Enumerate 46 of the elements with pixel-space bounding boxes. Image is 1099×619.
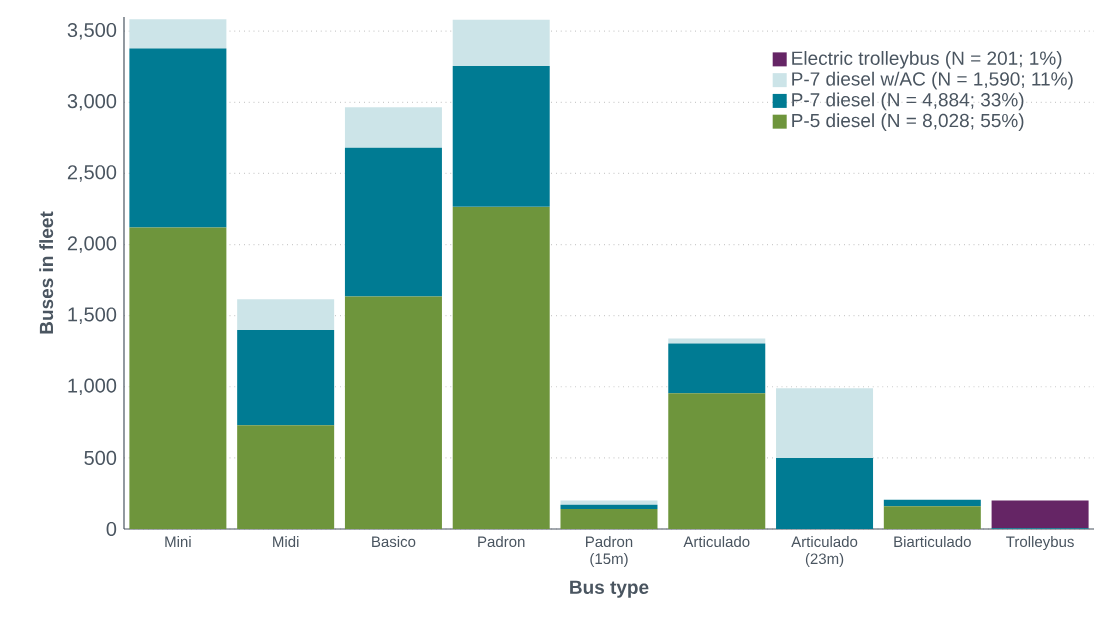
bar	[452, 206, 550, 529]
legend-label: P-5 diesel (N = 8,028; 55%)	[792, 113, 1024, 131]
y-tick-label: 3,000	[67, 94, 117, 111]
bar	[452, 66, 550, 207]
x-tick-label: Basico	[372, 536, 416, 548]
bar	[344, 296, 442, 529]
bar	[129, 48, 227, 228]
bar	[237, 299, 335, 330]
y-tick-label: 2,500	[67, 165, 117, 182]
x-tick-label: Articulado (23m)	[791, 536, 858, 568]
x-tick-label: Padron	[478, 536, 525, 548]
bar	[344, 147, 442, 297]
y-tick-label: 1,000	[68, 378, 117, 396]
bar	[883, 499, 981, 507]
legend-label: P-7 diesel w/AC (N = 1,590; 11%)	[792, 71, 1073, 90]
y-tick-label: 2,000	[67, 236, 117, 253]
bar	[344, 107, 442, 148]
bar	[129, 227, 227, 529]
bar	[452, 19, 550, 67]
bar	[883, 506, 981, 529]
x-tick-label: Biarticulado	[894, 536, 971, 548]
x-tick-label: Mini	[165, 536, 191, 547]
bar	[129, 19, 227, 49]
legend-label: P-7 diesel (N = 4,884; 33%)	[792, 92, 1024, 111]
bar	[991, 500, 1089, 529]
bar	[560, 500, 658, 505]
bar	[237, 329, 335, 426]
y-tick-label: 3,500	[67, 22, 117, 40]
x-tick-label: Articulado	[683, 536, 750, 548]
legend-label: Electric trolleybus (N = 201; 1%)	[792, 50, 1062, 69]
x-axis-title: Bus type	[570, 580, 649, 598]
x-tick-label: Padron (15m)	[586, 536, 633, 568]
bar	[776, 457, 874, 529]
bar	[668, 338, 766, 344]
bar	[776, 388, 874, 458]
y-axis-title: Buses in fleet	[39, 211, 54, 334]
bar	[668, 343, 766, 394]
bar	[560, 504, 658, 510]
bar	[668, 393, 766, 529]
bar	[237, 425, 335, 529]
x-tick-label: Trolleybus	[1006, 536, 1074, 551]
bar	[560, 509, 658, 529]
y-tick-label: 1,500	[68, 307, 117, 324]
y-tick-label: 500	[84, 450, 117, 465]
x-tick-label: Midi	[273, 536, 299, 548]
y-tick-label: 0	[106, 521, 117, 537]
